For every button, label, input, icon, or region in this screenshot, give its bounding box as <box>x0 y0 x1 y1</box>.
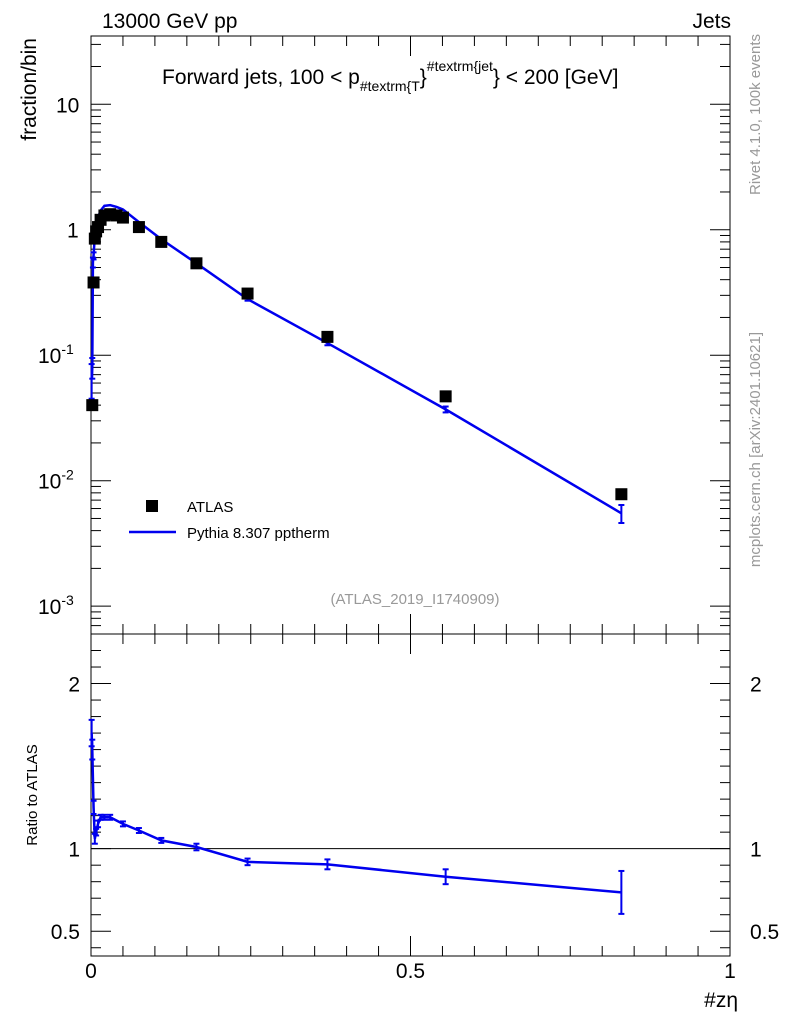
plot-title-main: Forward jets, 100 < p <box>162 66 360 89</box>
mcplots-label: mcplots.cern.ch [arXiv:2401.10621] <box>747 332 764 567</box>
ratio-y-axis-label: Ratio to ATLAS <box>24 744 41 845</box>
main-x-axis-ticks <box>90 36 731 634</box>
header-energy-label: 13000 GeV pp <box>102 10 237 33</box>
data-point <box>116 211 129 224</box>
data-point <box>321 330 334 343</box>
ratio-x-tick-label: 0 <box>85 960 97 983</box>
data-point <box>615 488 628 501</box>
plot-title-brace: } <box>420 66 427 89</box>
data-point <box>132 221 145 234</box>
legend-data-label: ATLAS <box>187 499 233 516</box>
main-y-tick-label: 1 <box>67 220 79 243</box>
data-point <box>241 287 254 300</box>
plot-title: Forward jets, 100 < p#textrm{T}#textrm{j… <box>162 58 618 94</box>
analysis-watermark: (ATLAS_2019_I1740909) <box>330 591 499 608</box>
ratio-x-tick-label: 1 <box>724 960 736 983</box>
main-y-axis-label: fraction/bin <box>18 38 41 141</box>
ratio-y-tick-label: 2 <box>68 674 80 697</box>
ratio-y-tick-label: 0.5 <box>51 921 80 944</box>
ratio-y-tick-label: 1 <box>68 839 80 862</box>
main-frame <box>90 35 731 635</box>
x-axis-label: #zη <box>704 989 738 1012</box>
ratio-series-line <box>90 733 622 894</box>
header-process-label: Jets <box>692 10 731 33</box>
main-y-tick-label: 10-3 <box>38 592 74 619</box>
ratio-y-axis: 0.5 0.5 1 1 2 2 <box>51 650 779 949</box>
mc-series <box>88 203 625 525</box>
data-point <box>86 399 99 412</box>
main-y-axis: 10-3 10-2 10-1 1 10 <box>38 43 730 635</box>
ratio-y-tick-label-right: 0.5 <box>750 921 779 944</box>
data-point <box>439 390 452 403</box>
plot-title-tail: } < 200 [GeV] <box>493 66 619 89</box>
legend: ATLAS Pythia 8.307 pptherm <box>129 499 330 542</box>
data-point <box>87 276 100 289</box>
main-y-tick-label: 10-2 <box>38 467 74 494</box>
ratio-frame <box>90 633 731 957</box>
ratio-x-tick-label: 0.5 <box>396 960 425 983</box>
data-point <box>155 235 168 248</box>
ratio-y-tick-label-right: 2 <box>750 674 762 697</box>
rivet-version-label: Rivet 4.1.0, 100k events <box>747 34 764 195</box>
legend-mc-label: Pythia 8.307 pptherm <box>187 525 330 542</box>
ratio-y-tick-label-right: 1 <box>750 839 762 862</box>
plot-title-sub: #textrm{T <box>360 78 420 94</box>
ratio-x-axis: 0 0.5 1 <box>85 634 736 983</box>
main-y-tick-label: 10 <box>56 94 79 117</box>
data-series <box>86 208 628 501</box>
legend-data-marker <box>146 500 158 512</box>
data-point <box>190 257 203 270</box>
ratio-series <box>88 718 625 915</box>
plot-title-sup: #textrm{jet <box>427 58 493 74</box>
main-y-tick-label: 10-1 <box>38 341 74 368</box>
ratio-panel: 0.5 0.51 12 2 0 0.5 1 Ratio to ATLAS #zη <box>24 633 779 1012</box>
mc-series-line <box>90 203 623 515</box>
